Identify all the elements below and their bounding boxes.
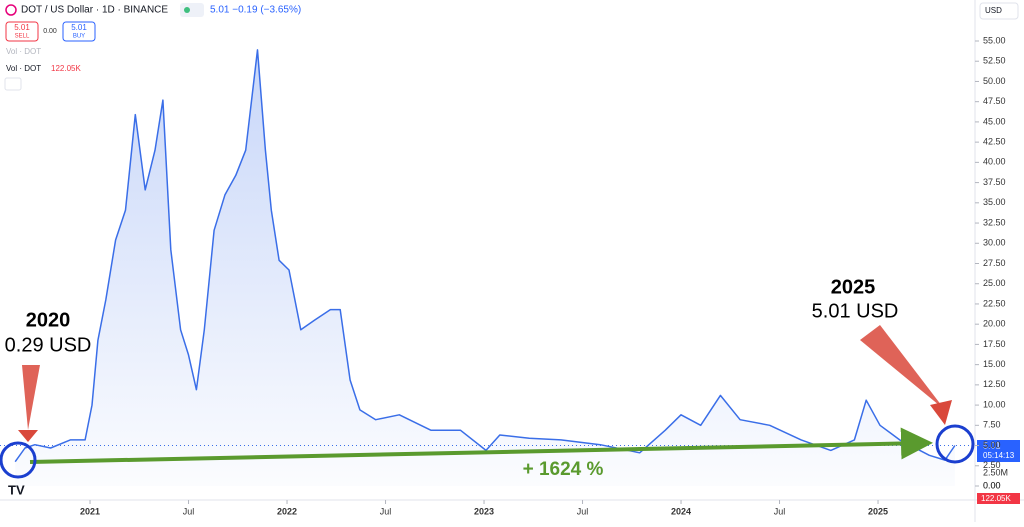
start-arrowhead — [18, 430, 38, 442]
coin-logo — [5, 4, 17, 16]
x-tick-label: 2024 — [671, 506, 691, 516]
spread: 0.00 — [43, 28, 57, 35]
end-year: 2025 — [831, 276, 876, 298]
y-tick-label: 47.50 — [983, 96, 1006, 106]
buy-price: 5.01 — [71, 23, 87, 32]
currency-button[interactable] — [979, 2, 1019, 20]
sell-button[interactable] — [5, 21, 39, 42]
x-tick-label: 2021 — [80, 506, 100, 516]
y-tick-label: 42.50 — [983, 137, 1006, 147]
y-tick-label: 25.00 — [983, 278, 1006, 288]
start-circle — [0, 441, 37, 479]
vol-axis-box — [977, 493, 1020, 504]
y-tick-label: 2.50 — [983, 460, 1001, 470]
y-tick-label: 55.00 — [983, 35, 1006, 45]
sell-label: SELL — [15, 34, 30, 40]
y-tick-label: 50.00 — [983, 76, 1006, 86]
currency: USD — [985, 6, 1002, 15]
y-tick-label: 17.50 — [983, 339, 1006, 349]
vol-legend-value: 122.05K — [51, 64, 81, 73]
y-tick-label: 12.50 — [983, 379, 1006, 389]
change-label: + 1624 % — [523, 459, 604, 480]
y-tick-label: 37.50 — [983, 177, 1006, 187]
sell-price: 5.01 — [14, 23, 30, 32]
x-tick-label: Jul — [577, 506, 589, 516]
x-tick-label: Jul — [774, 506, 786, 516]
start-year: 2020 — [26, 309, 71, 331]
y-tick-label: 52.50 — [983, 56, 1006, 66]
y-tick-label: 45.00 — [983, 116, 1006, 126]
vol-axis-top: 2.50M — [983, 467, 1008, 477]
y-tick-label: 35.00 — [983, 197, 1006, 207]
y-tick-label: 5.00 — [983, 440, 1001, 450]
y-tick-label: 27.50 — [983, 258, 1006, 268]
y-tick-label: 7.50 — [983, 420, 1001, 430]
tv-logo: TV — [8, 482, 25, 497]
vol-axis-zero: 0.00 — [983, 480, 1001, 490]
start-price: 0.29 USD — [5, 334, 92, 356]
status-dot — [184, 7, 190, 13]
vol-legend-hidden: Vol · DOT — [6, 47, 41, 56]
start-arrow — [22, 365, 40, 430]
countdown: 05:14:13 — [983, 451, 1015, 460]
x-tick-label: Jul — [380, 506, 392, 516]
y-tick-label: 15.00 — [983, 359, 1006, 369]
x-tick-label: 2025 — [868, 506, 888, 516]
y-tick-label: 10.00 — [983, 399, 1006, 409]
buy-button[interactable] — [62, 21, 96, 42]
x-tick-label: Jul — [183, 506, 195, 516]
vol-legend: Vol · DOT — [6, 64, 41, 73]
area-fill — [15, 49, 955, 487]
end-arrow — [860, 325, 945, 410]
last-price-box — [977, 440, 1020, 462]
end-circle — [935, 424, 975, 464]
price-line — [14, 49, 956, 463]
y-tick-label: 20.00 — [983, 319, 1006, 329]
last-price-label: 5.01 — [983, 440, 1001, 450]
growth-arrow — [29, 427, 933, 464]
y-tick-label: 40.00 — [983, 157, 1006, 167]
y-tick-label: 22.50 — [983, 298, 1006, 308]
end-price: 5.01 USD — [812, 300, 899, 322]
indicator-button[interactable] — [180, 3, 204, 17]
plot-area — [0, 49, 975, 487]
end-arrowhead — [930, 400, 952, 425]
vol-axis-label: 122.05K — [981, 494, 1011, 503]
y-tick-label: 30.00 — [983, 238, 1006, 248]
y-tick-label: 0.00 — [983, 480, 1001, 490]
buy-label: BUY — [73, 34, 85, 40]
y-tick-label: 32.50 — [983, 217, 1006, 227]
quote: 5.01 −0.19 (−3.65%) — [210, 5, 301, 16]
x-tick-label: 2022 — [277, 506, 297, 516]
symbol-title[interactable]: DOT / US Dollar · 1D · BINANCE — [21, 5, 168, 16]
collapse-button[interactable] — [4, 77, 22, 91]
x-tick-label: 2023 — [474, 506, 494, 516]
